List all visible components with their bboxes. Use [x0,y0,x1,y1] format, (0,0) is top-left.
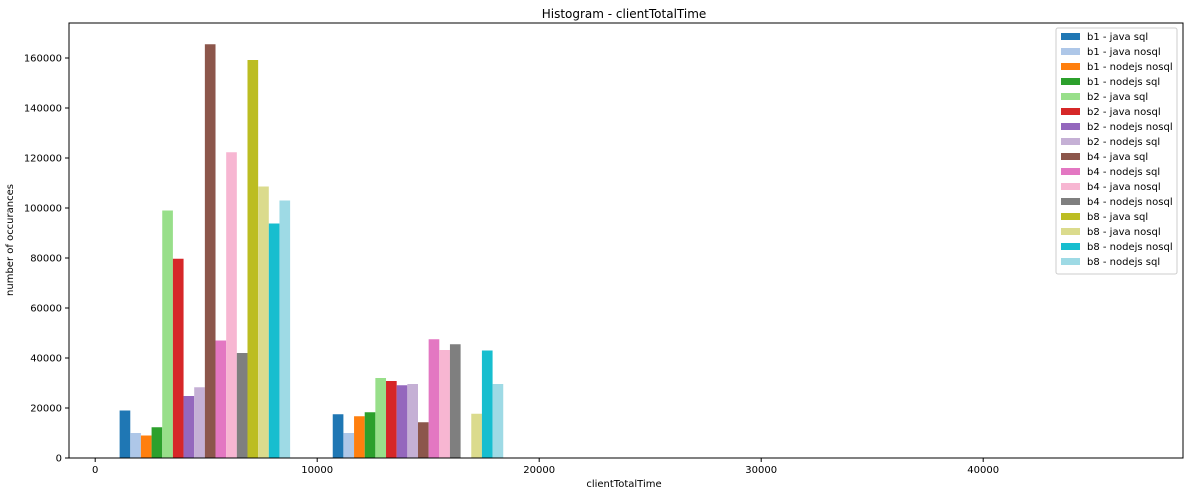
legend-swatch [1061,63,1080,70]
bar [172,258,184,458]
bar [343,433,355,458]
y-tick-label: 60000 [30,304,62,315]
x-tick-label: 10000 [301,465,333,476]
bar [471,413,482,458]
bar [119,410,131,458]
bar [386,381,397,458]
bar [439,350,450,458]
x-tick-label: 40000 [967,465,999,476]
legend-swatch [1061,213,1080,220]
legend-swatch [1061,108,1080,115]
legend-swatch [1061,33,1080,40]
legend-label: b2 - java sql [1087,92,1148,103]
y-tick-label: 0 [56,454,62,465]
y-axis-label: number of occurances [5,184,16,296]
legend-label: b1 - nodejs nosql [1087,62,1173,73]
bar [226,152,237,458]
legend-label: b8 - java nosql [1087,227,1161,238]
bar [247,60,259,458]
bar [396,385,408,458]
legend-swatch [1061,93,1080,100]
y-tick-label: 40000 [30,354,62,365]
bar [354,416,365,458]
legend-label: b8 - java sql [1087,212,1148,223]
y-axis-ticks: 0 20000 40000 60000 80000 100000 120000 140000 1… [24,54,69,465]
bar [428,339,440,458]
y-tick-label: 140000 [24,104,62,115]
bar [130,433,141,458]
bar [279,200,291,458]
legend-label: b2 - nodejs sql [1087,137,1160,148]
bar [449,344,461,458]
bar [407,384,418,458]
x-axis-label: clientTotalTime [586,479,661,490]
legend-label: b4 - nodejs sql [1087,167,1160,178]
x-axis-ticks: 0 10000 20000 30000 40000 [92,458,999,476]
legend-frame [1055,27,1178,275]
y-tick-label: 20000 [30,404,62,415]
bar [268,223,280,458]
legend-swatch [1061,78,1080,85]
plot-frame [68,22,1184,459]
legend: b1 - java sql b1 - java nosql b1 - nodejs … [1055,27,1178,275]
legend-label: b2 - java nosql [1087,107,1161,118]
y-tick-label: 100000 [24,204,62,215]
legend-label: b4 - java nosql [1087,182,1161,193]
x-tick-label: 20000 [523,465,555,476]
legend-swatch [1061,183,1080,190]
legend-swatch [1061,168,1080,175]
bar [151,427,163,458]
x-tick-label: 0 [92,465,98,476]
legend-label: b1 - java nosql [1087,47,1161,58]
bar [258,186,269,458]
legend-label: b1 - nodejs sql [1087,77,1160,88]
legend-swatch [1061,243,1080,250]
bar [364,412,376,458]
y-tick-label: 160000 [24,54,62,65]
legend-label: b8 - nodejs sql [1087,257,1160,268]
bar [183,396,195,458]
bar [236,353,248,458]
legend-swatch [1061,153,1080,160]
bar [140,435,152,458]
y-tick-label: 80000 [30,254,62,265]
legend-label: b2 - nodejs nosql [1087,122,1173,133]
bar [417,422,429,458]
legend-label: b1 - java sql [1087,32,1148,43]
legend-label: b4 - java sql [1087,152,1148,163]
legend-swatch [1061,48,1080,55]
bar [194,387,205,458]
legend-swatch [1061,198,1080,205]
x-tick-label: 30000 [745,465,777,476]
bar [481,350,493,458]
y-tick-label: 120000 [24,154,62,165]
legend-swatch [1061,258,1080,265]
bar [332,414,344,458]
legend-swatch [1061,138,1080,145]
legend-swatch [1061,123,1080,130]
bar [492,384,504,458]
bar [162,210,173,458]
chart-title: Histogram - clientTotalTime [542,7,707,21]
legend-label: b4 - nodejs nosql [1087,197,1173,208]
bars-group [119,44,504,458]
bar [375,378,387,458]
bar [215,340,227,458]
legend-swatch [1061,228,1080,235]
bar [204,44,216,458]
legend-label: b8 - nodejs nosql [1087,242,1173,253]
